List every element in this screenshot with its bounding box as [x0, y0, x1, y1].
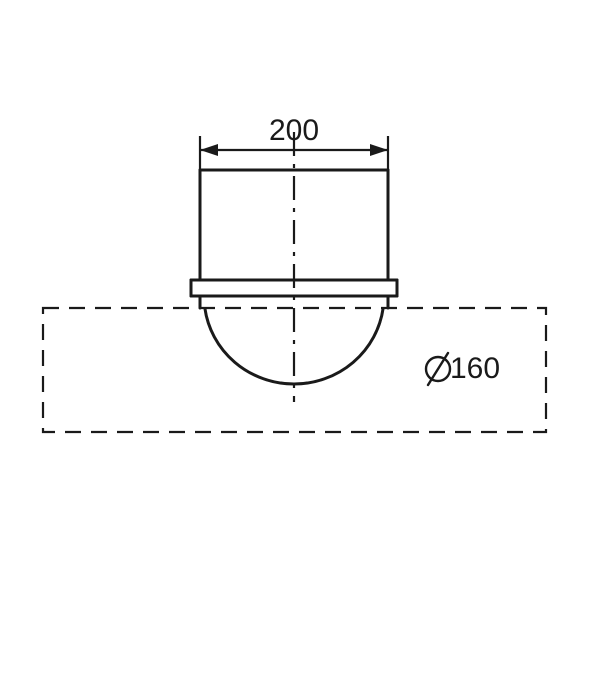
dim-label-width: 200	[269, 114, 319, 147]
dim-arrow-right	[370, 144, 388, 156]
dim-arrow-left	[200, 144, 218, 156]
diameter-label: 160	[450, 352, 500, 385]
